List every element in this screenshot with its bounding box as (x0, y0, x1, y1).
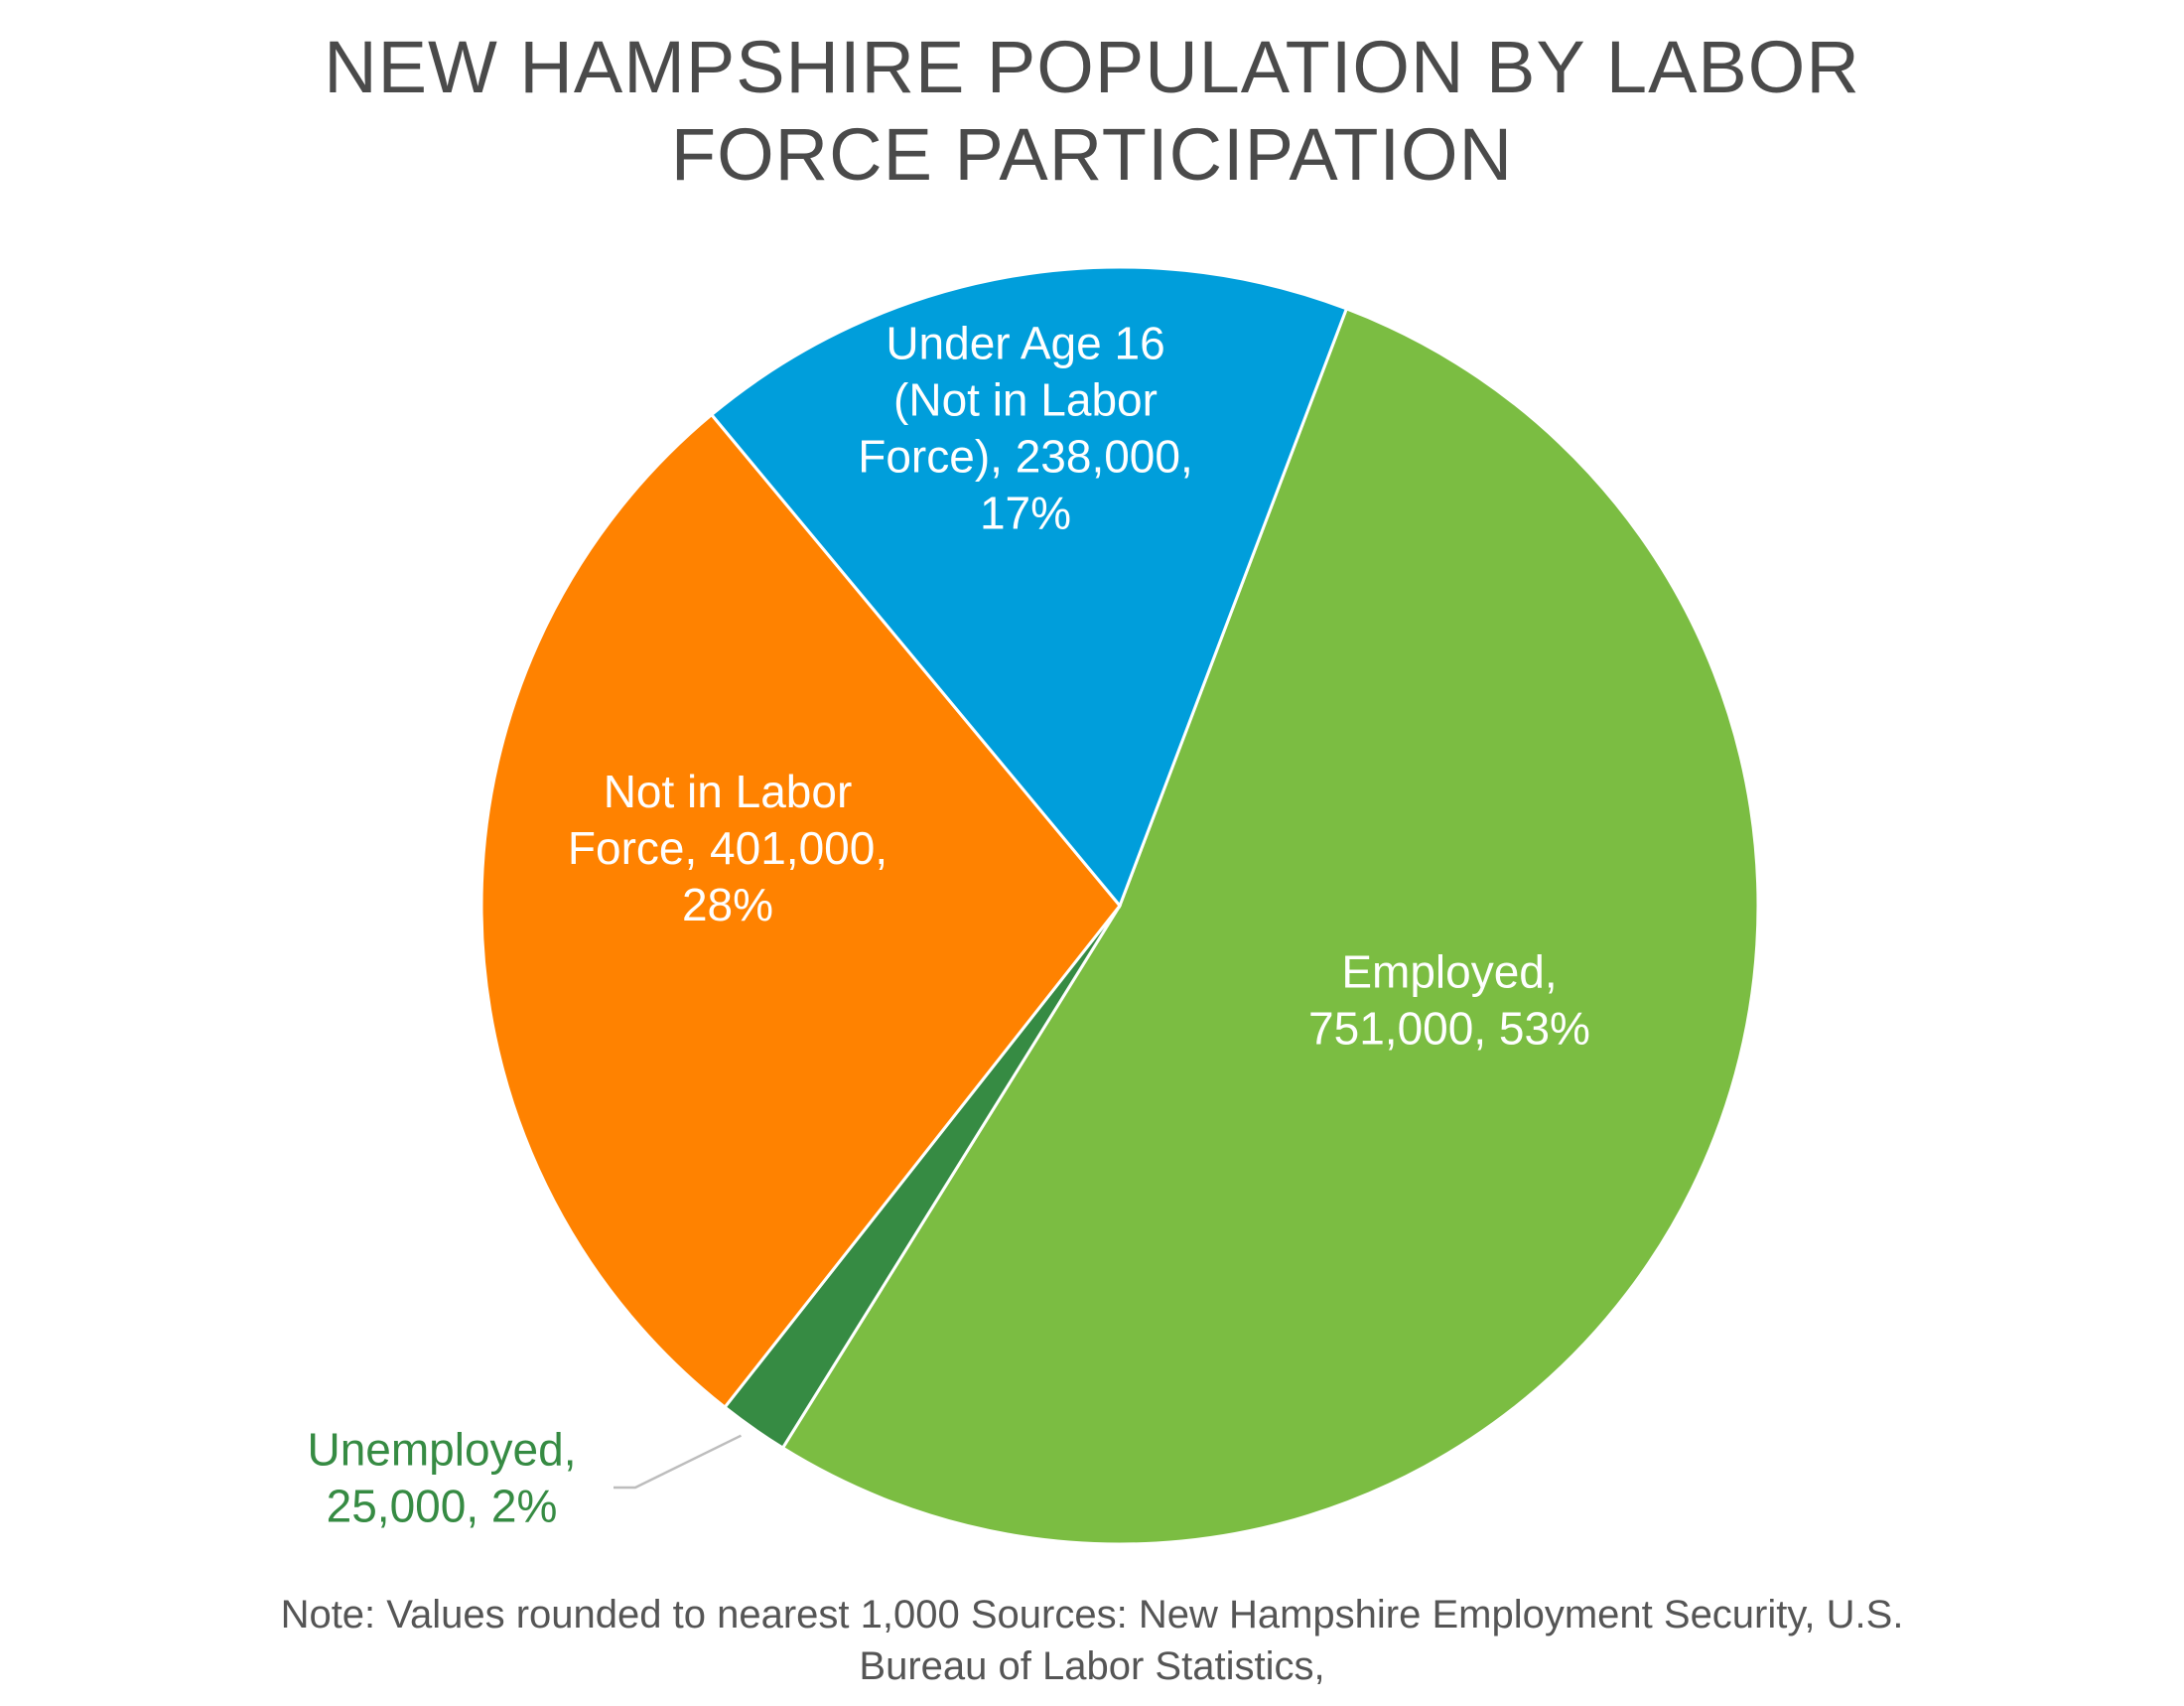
data-label-not-in-labor-force: Not in Labor Force, 401,000, 28% (568, 766, 887, 930)
data-label-line: 28% (682, 879, 773, 930)
source-note-line-1: Note: Values rounded to nearest 1,000 So… (280, 1593, 1904, 1636)
data-label-line: Under Age 16 (886, 318, 1164, 369)
chart-title: NEW HAMPSHIRE POPULATION BY LABOR FORCE … (0, 24, 2184, 199)
data-label-line: 751,000, 53% (1308, 1003, 1590, 1055)
pie-slice-under-age-16-not-in-labor-force (709, 265, 1349, 909)
unemployed-leader-line (614, 1434, 743, 1490)
data-label-line: (Not in Labor (893, 374, 1158, 426)
data-label-line: 17% (980, 488, 1071, 539)
data-label-line: Force), 238,000, (858, 431, 1193, 483)
data-label-employed: Employed, 751,000, 53% (1308, 946, 1590, 1055)
data-label-line: Not in Labor (604, 766, 853, 817)
chart-title-line-1: NEW HAMPSHIRE POPULATION BY LABOR (324, 26, 1860, 108)
chart-title-line-2: FORCE PARTICIPATION (670, 113, 1514, 196)
data-label-line: 25,000, 2% (327, 1481, 558, 1532)
data-label-under-age-16-not-in-labor-force: Under Age 16 (Not in Labor Force), 238,000… (858, 318, 1193, 539)
pie-slice-not-in-labor-force (479, 412, 1122, 1410)
pie-slice-employed (780, 306, 1760, 1546)
data-label-line: Unemployed, (307, 1424, 576, 1476)
source-note: Note: Values rounded to nearest 1,000 So… (0, 1589, 2184, 1692)
data-label-unemployed: Unemployed, 25,000, 2% (307, 1424, 576, 1532)
data-label-line: Force, 401,000, (568, 822, 887, 874)
source-note-line-2: Bureau of Labor Statistics, (859, 1644, 1325, 1688)
data-label-line: Employed, (1341, 946, 1557, 998)
